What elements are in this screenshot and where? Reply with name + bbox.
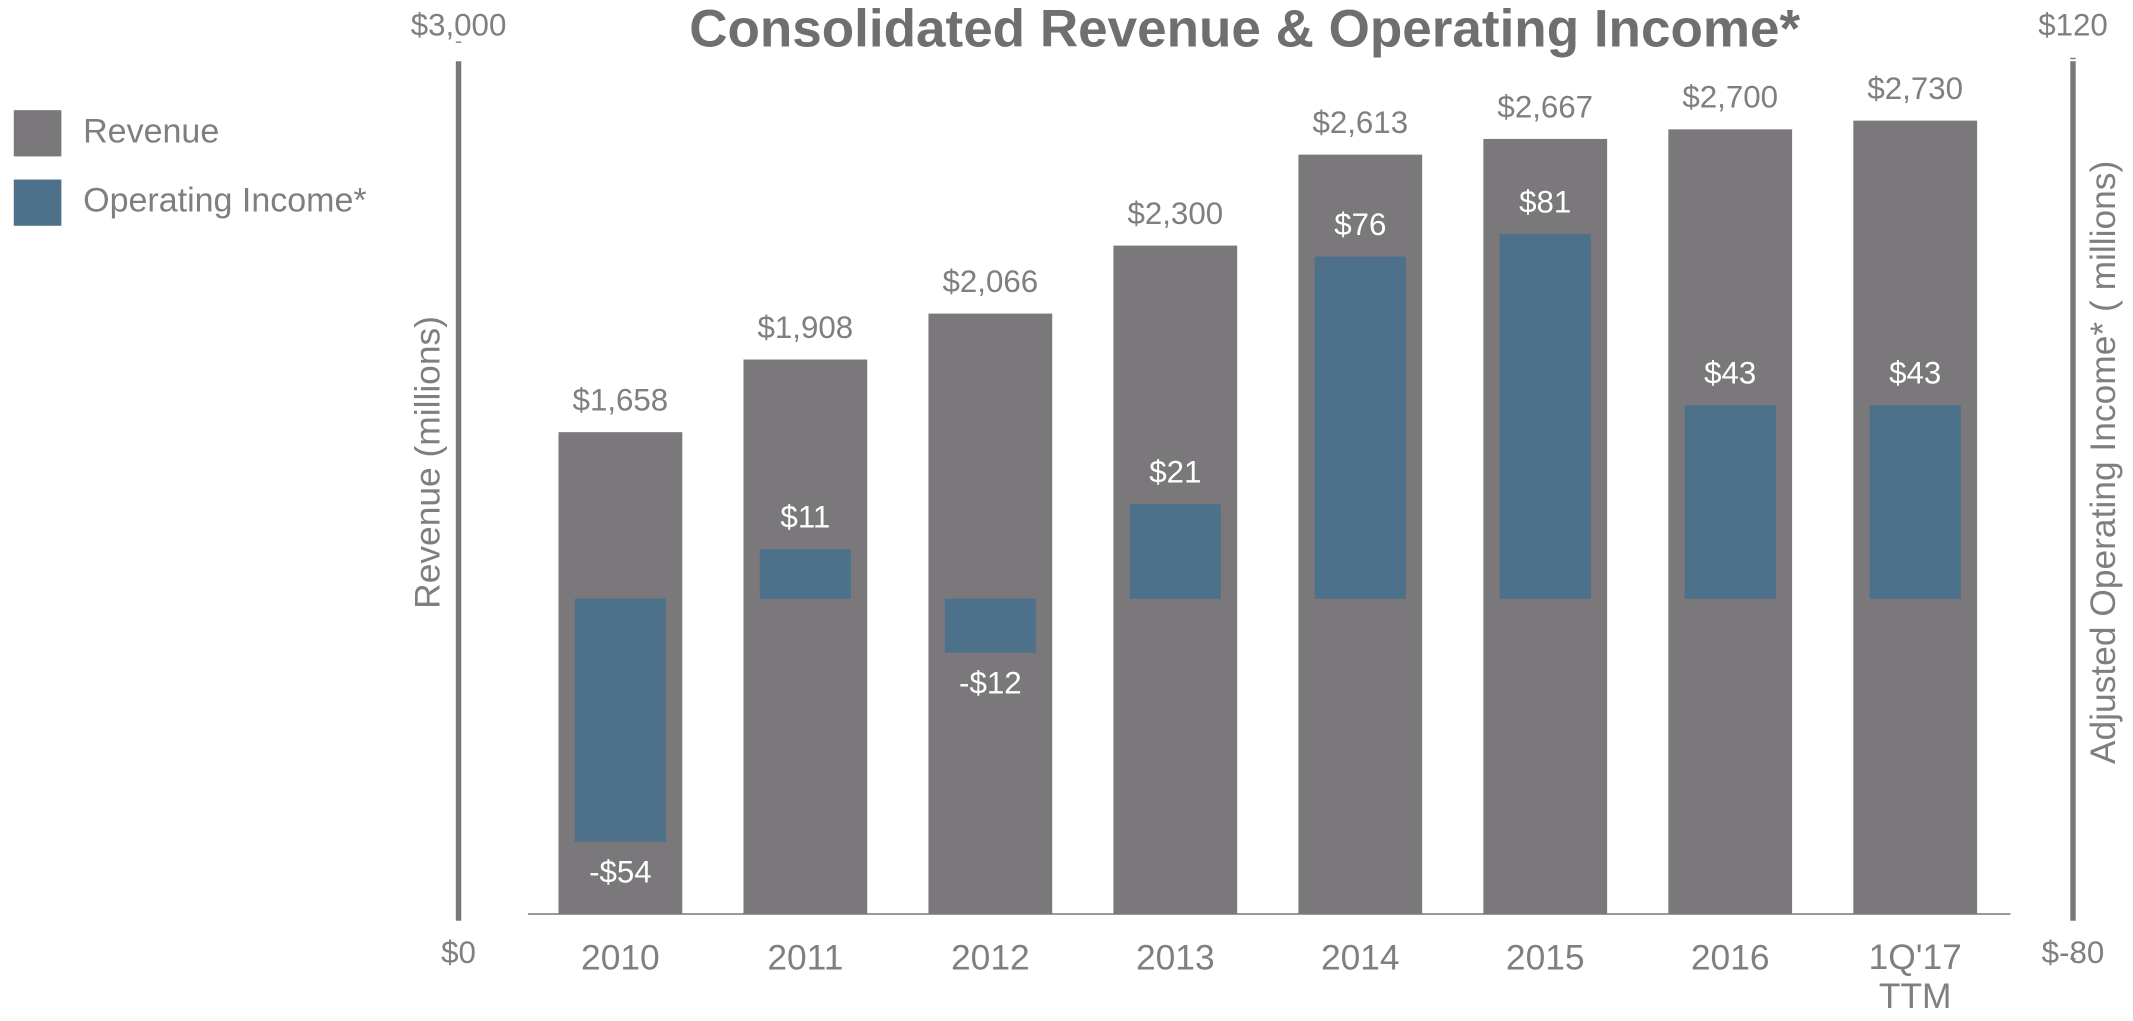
value-label: $43 xyxy=(1704,355,1756,390)
x-tick-label: 2013 xyxy=(1136,939,1215,978)
legend-swatch xyxy=(13,179,62,226)
value-label: $2,667 xyxy=(1497,89,1593,124)
x-tick-label: 2012 xyxy=(951,939,1030,978)
income-bar xyxy=(759,549,851,599)
legend-swatch xyxy=(13,110,62,157)
value-label: $43 xyxy=(1889,355,1941,390)
value-label: $76 xyxy=(1334,207,1386,242)
y2-tick-label: $-80 xyxy=(2042,935,2105,970)
value-label: $11 xyxy=(780,500,830,535)
value-label: $2,730 xyxy=(1867,71,1963,106)
x-tick-label: 2010 xyxy=(581,939,660,978)
income-bar xyxy=(1314,256,1406,599)
value-label: $2,613 xyxy=(1312,105,1408,140)
chart-title: Consolidated Revenue & Operating Income* xyxy=(689,0,1800,59)
y-tick-label: $3,000 xyxy=(411,7,507,42)
value-label: $1,658 xyxy=(573,383,669,418)
revenue-bar xyxy=(743,359,868,914)
value-label: -$12 xyxy=(959,666,1022,701)
value-label: $81 xyxy=(1519,184,1571,219)
y2-tick-label: $120 xyxy=(2038,7,2108,42)
y-axis-title: Revenue (millions) xyxy=(408,316,447,609)
x-tick-label: 2015 xyxy=(1506,939,1585,978)
x-tick-label: 2011 xyxy=(767,939,843,978)
value-label: $2,700 xyxy=(1682,80,1778,115)
income-bar xyxy=(574,598,666,842)
legend-label: Operating Income* xyxy=(83,182,366,220)
income-bar xyxy=(1869,405,1961,599)
value-label: $21 xyxy=(1149,455,1201,490)
y-tick-label: $0 xyxy=(441,935,476,970)
income-bar xyxy=(1129,504,1221,599)
x-tick-label: 2014 xyxy=(1321,939,1400,978)
x-tick-label: 1Q'17 TTM xyxy=(1869,939,1962,1016)
value-label: $1,908 xyxy=(758,310,854,345)
income-bar xyxy=(1499,234,1591,599)
income-bar xyxy=(1684,405,1776,599)
y2-axis-title: Adjusted Operating Income* ( millions) xyxy=(2084,161,2123,764)
x-tick-label: 2016 xyxy=(1691,939,1770,978)
value-label: $2,066 xyxy=(943,264,1039,299)
legend-label: Revenue xyxy=(83,112,219,150)
income-bar xyxy=(944,598,1036,653)
value-label: -$54 xyxy=(589,855,652,890)
value-label: $2,300 xyxy=(1127,196,1223,231)
